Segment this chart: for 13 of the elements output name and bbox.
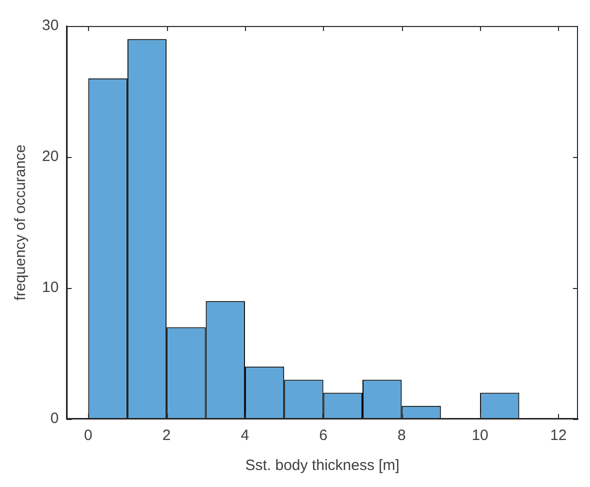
y-tick-label: 20 [42,148,59,166]
x-tick-label: 4 [240,427,250,444]
x-axis-title: Sst. body thickness [m] [245,457,400,474]
x-tick-label: 8 [398,427,406,444]
y-tick-label: 30 [42,17,59,34]
y-tick-label: 0 [50,410,59,428]
x-tick-label: 6 [319,427,328,444]
x-tick-label: 10 [472,427,488,444]
x-tick-label: 0 [84,427,92,444]
x-tick-label: 2 [162,427,171,444]
x-tick-label: 12 [550,427,567,444]
y-axis-title: frequency of occurance [12,144,30,300]
y-tick-label: 10 [42,279,59,296]
